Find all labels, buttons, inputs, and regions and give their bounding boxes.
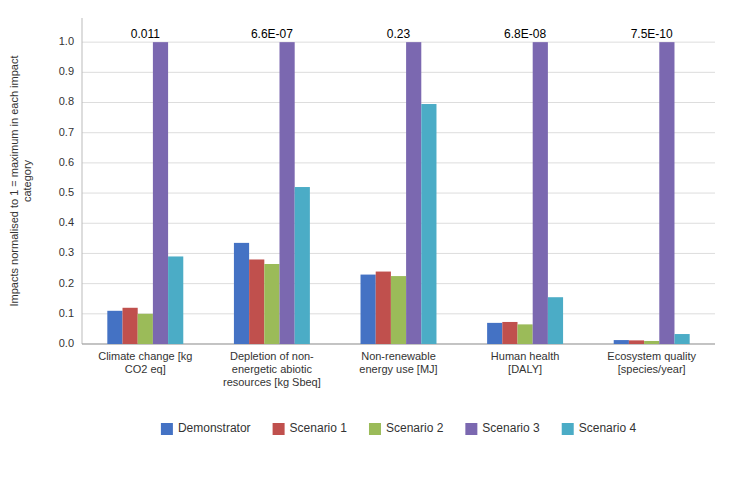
y-tick-label: 0.5 [59,186,74,198]
chart: 0.0 0.1 0.2 0.3 0.4 0.5 0.6 0.7 0.8 0.9 1.0 0.011 6.… [0,0,733,484]
y-tick-label: 0.8 [59,95,74,107]
legend-swatch [465,423,477,435]
grid-line [82,132,715,133]
bar [138,314,153,344]
grid-line [82,253,715,254]
bar [153,42,168,344]
bar [406,42,421,344]
y-tick-label: 0.2 [59,277,74,289]
legend-item: Scenario 2 [369,421,444,435]
y-tick-label: 0.9 [59,65,74,77]
y-axis-line [82,18,83,344]
legend-label: Scenario 1 [290,421,348,435]
bar [249,259,264,344]
bar [644,341,659,344]
legend-item: Scenario 3 [465,421,540,435]
x-tick-label: Ecosystem quality[species/year] [607,350,696,375]
y-tick-label: 0.6 [59,156,74,168]
legend-item: Scenario 4 [562,421,637,435]
x-tick-label: Human health[DALY] [491,350,560,375]
legend-swatch [273,423,285,435]
annotation: 0.011 [131,27,160,41]
grid [82,42,715,344]
bar [659,42,674,344]
bar [376,272,391,344]
bar [361,275,376,344]
legend: Demonstrator Scenario 1 Scenario 2 Scenario… [161,421,637,435]
bar [107,311,122,344]
bar [123,308,138,344]
bar [168,256,183,344]
y-tick-label: 0.7 [59,126,74,138]
bar [533,42,548,344]
legend-item: Demonstrator [161,421,251,435]
annotation: 7.5E-10 [631,27,673,41]
grid-line [82,193,715,194]
legend-label: Demonstrator [178,421,251,435]
legend-item: Scenario 1 [273,421,348,435]
bar [502,322,517,344]
y-tick-label: 0.3 [59,246,74,258]
annotation: 6.8E-08 [504,27,546,41]
legend-label: Scenario 4 [579,421,637,435]
bar [391,276,406,344]
legend-label: Scenario 3 [482,421,540,435]
legend-swatch [369,423,381,435]
legend-swatch [562,423,574,435]
bar [295,187,310,344]
legend-swatch [161,423,173,435]
grid-line [82,102,715,103]
grid-line [82,162,715,163]
grid-line [82,223,715,224]
y-tick-label: 0.4 [59,216,74,228]
y-tick-label: 0.0 [59,337,74,349]
bar [487,323,502,344]
bar [264,264,279,344]
x-tick-label: Non-renewableenergy use [MJ] [359,350,437,375]
x-tick-label: Climate change [kgCO2 eq] [98,350,192,375]
bar [614,340,629,344]
x-tick-label: Depletion of non-energetic abioticresour… [223,350,321,388]
y-tick-label: 0.1 [59,307,74,319]
bar [548,297,563,344]
bar [279,42,294,344]
y-tick-label: 1.0 [59,35,74,47]
bar [421,104,436,344]
bar [629,340,644,344]
y-axis-label: Impacts normalised to 1 = maximum in eac… [8,56,33,307]
grid-line [82,72,715,73]
annotation: 0.23 [387,27,411,41]
bar [234,243,249,344]
bar [518,324,533,344]
bars [107,42,689,344]
grid-line [82,42,715,43]
legend-label: Scenario 2 [386,421,444,435]
bar [674,334,689,344]
annotation: 6.6E-07 [251,27,293,41]
